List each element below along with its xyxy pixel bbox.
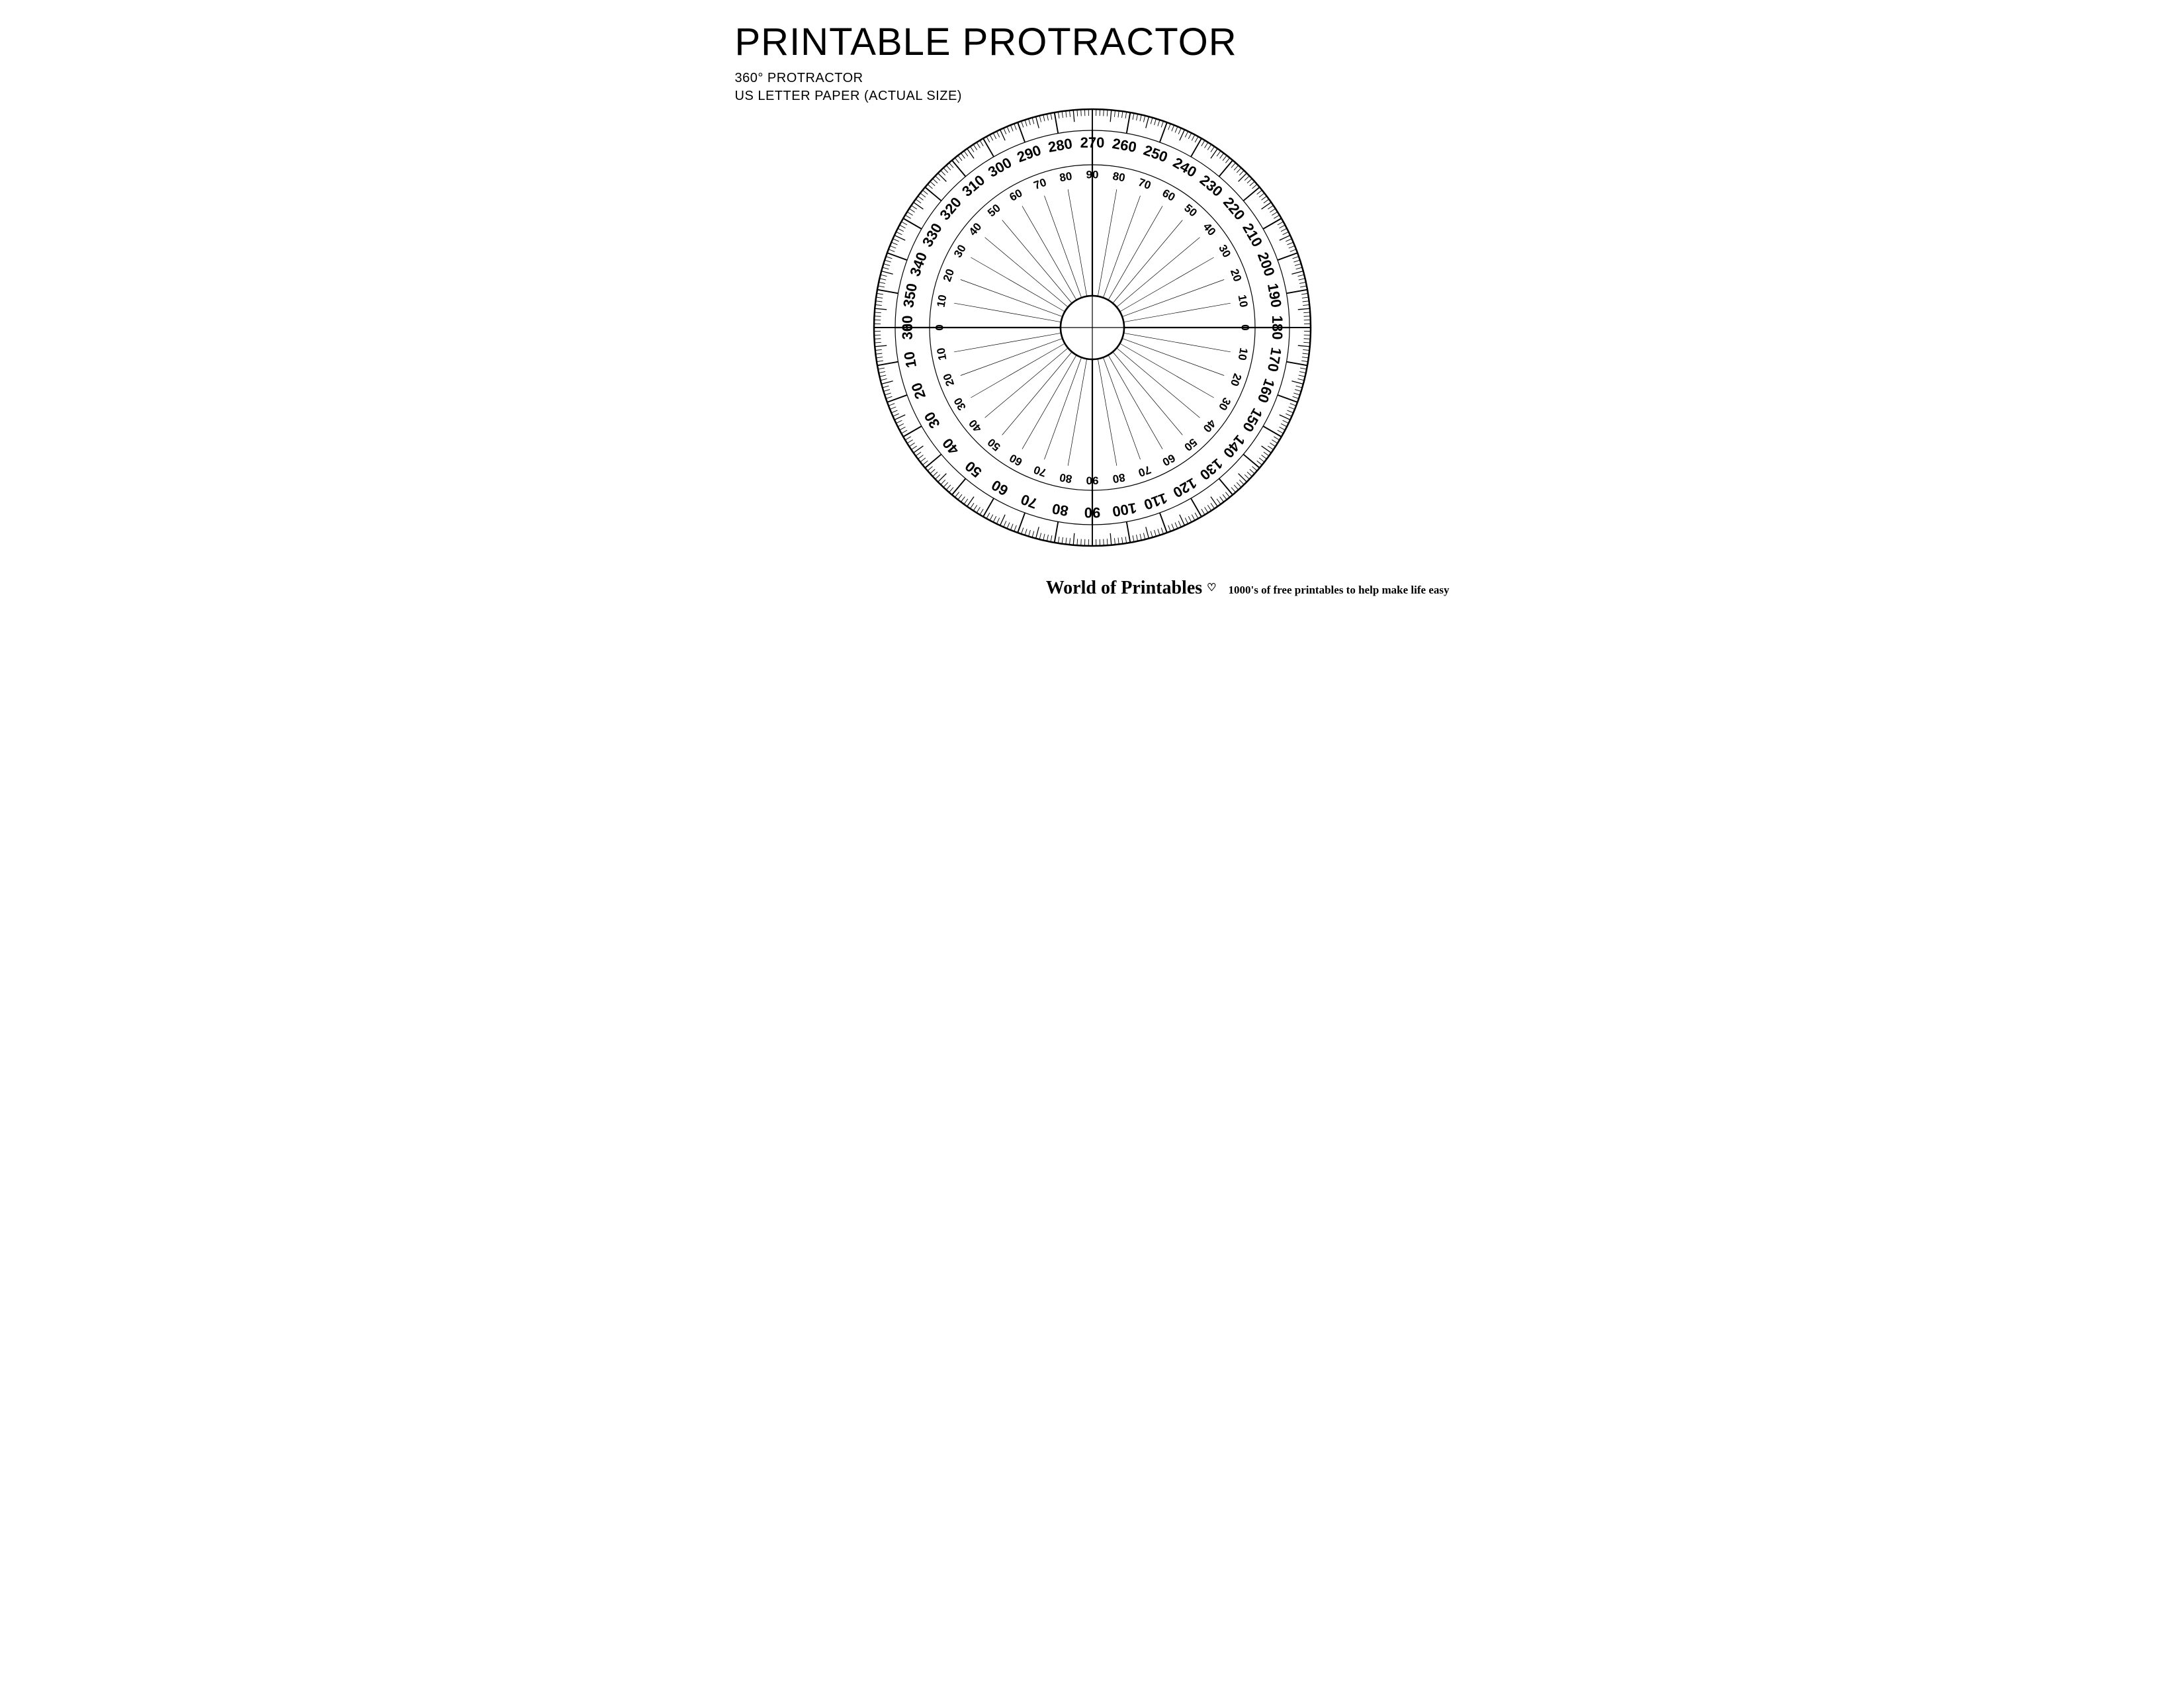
svg-text:190: 190	[1264, 282, 1284, 309]
svg-text:0: 0	[1239, 324, 1251, 330]
subtitle-line-2: US LETTER PAPER (ACTUAL SIZE)	[735, 89, 962, 103]
svg-text:20: 20	[908, 380, 929, 402]
svg-text:120: 120	[1170, 474, 1199, 501]
protractor-svg: 0102030405060708090100110120130140150160…	[867, 103, 1317, 553]
svg-text:10: 10	[934, 294, 949, 308]
svg-text:20: 20	[1227, 267, 1243, 283]
svg-text:40: 40	[1200, 417, 1218, 435]
svg-text:10: 10	[1235, 294, 1250, 308]
svg-text:60: 60	[1007, 451, 1024, 468]
svg-text:70: 70	[1031, 176, 1047, 192]
svg-text:130: 130	[1196, 455, 1225, 484]
svg-text:50: 50	[985, 202, 1003, 220]
svg-text:30: 30	[1216, 396, 1233, 413]
svg-text:80: 80	[1112, 471, 1126, 486]
subtitle-line-1: 360° PROTRACTOR	[735, 71, 863, 85]
svg-text:30: 30	[1216, 243, 1233, 260]
svg-text:280: 280	[1047, 135, 1074, 155]
svg-text:220: 220	[1219, 194, 1248, 223]
svg-text:40: 40	[1200, 220, 1218, 238]
svg-text:60: 60	[1007, 187, 1024, 204]
svg-text:170: 170	[1264, 346, 1284, 373]
svg-text:30: 30	[920, 409, 943, 431]
svg-text:310: 310	[959, 171, 988, 200]
heart-icon: ♡	[1207, 582, 1216, 594]
footer-brand: World of Printables ♡	[1046, 578, 1217, 599]
svg-text:160: 160	[1254, 377, 1278, 405]
svg-text:320: 320	[936, 194, 965, 223]
svg-text:90: 90	[1086, 474, 1098, 487]
svg-text:240: 240	[1170, 154, 1199, 181]
svg-text:70: 70	[1018, 491, 1039, 512]
svg-text:50: 50	[1182, 202, 1200, 220]
page-title: PRINTABLE PROTRACTOR	[735, 20, 1237, 64]
footer: World of Printables ♡ 1000's of free pri…	[1046, 578, 1450, 599]
svg-text:210: 210	[1239, 220, 1266, 249]
svg-text:80: 80	[1051, 500, 1069, 519]
svg-text:360: 360	[898, 316, 915, 340]
svg-text:140: 140	[1219, 432, 1248, 461]
svg-text:30: 30	[951, 396, 968, 413]
svg-text:70: 70	[1136, 176, 1152, 192]
svg-text:80: 80	[1058, 169, 1072, 184]
svg-text:180: 180	[1269, 316, 1286, 340]
svg-text:230: 230	[1196, 171, 1225, 200]
svg-text:40: 40	[966, 220, 984, 238]
svg-text:290: 290	[1014, 142, 1043, 165]
svg-text:0: 0	[933, 324, 945, 330]
svg-text:80: 80	[1058, 471, 1072, 486]
svg-text:350: 350	[900, 282, 920, 309]
svg-text:10: 10	[900, 350, 920, 369]
svg-text:20: 20	[1227, 372, 1243, 388]
page: PRINTABLE PROTRACTOR 360° PROTRACTOR US …	[695, 0, 1489, 613]
svg-text:10: 10	[1235, 347, 1250, 361]
svg-text:250: 250	[1141, 142, 1170, 165]
svg-text:110: 110	[1141, 490, 1169, 513]
svg-text:80: 80	[1112, 169, 1126, 184]
svg-text:60: 60	[988, 476, 1011, 499]
svg-text:60: 60	[1160, 187, 1177, 204]
svg-text:40: 40	[939, 435, 962, 458]
svg-text:260: 260	[1111, 135, 1138, 155]
svg-text:10: 10	[934, 347, 949, 361]
page-subtitle: 360° PROTRACTOR US LETTER PAPER (ACTUAL …	[735, 69, 962, 105]
svg-text:270: 270	[1080, 134, 1104, 151]
svg-text:30: 30	[951, 243, 968, 260]
svg-text:40: 40	[966, 417, 984, 435]
svg-text:100: 100	[1111, 500, 1138, 520]
svg-text:50: 50	[1182, 436, 1200, 454]
protractor-diagram: 0102030405060708090100110120130140150160…	[867, 103, 1317, 553]
footer-tagline: 1000's of free printables to help make l…	[1229, 584, 1450, 597]
svg-text:50: 50	[985, 436, 1003, 454]
svg-text:60: 60	[1160, 451, 1177, 468]
footer-brand-text: World of Printables	[1046, 578, 1202, 598]
svg-text:300: 300	[985, 154, 1014, 181]
svg-text:90: 90	[1084, 504, 1100, 521]
svg-text:90: 90	[1086, 168, 1098, 181]
svg-text:200: 200	[1254, 250, 1278, 279]
svg-text:20: 20	[940, 267, 956, 283]
svg-text:70: 70	[1136, 463, 1152, 479]
svg-text:70: 70	[1031, 463, 1047, 479]
svg-text:50: 50	[961, 458, 984, 481]
svg-text:330: 330	[918, 220, 945, 249]
svg-text:340: 340	[906, 250, 930, 279]
svg-text:150: 150	[1239, 406, 1266, 435]
svg-text:20: 20	[940, 372, 956, 388]
